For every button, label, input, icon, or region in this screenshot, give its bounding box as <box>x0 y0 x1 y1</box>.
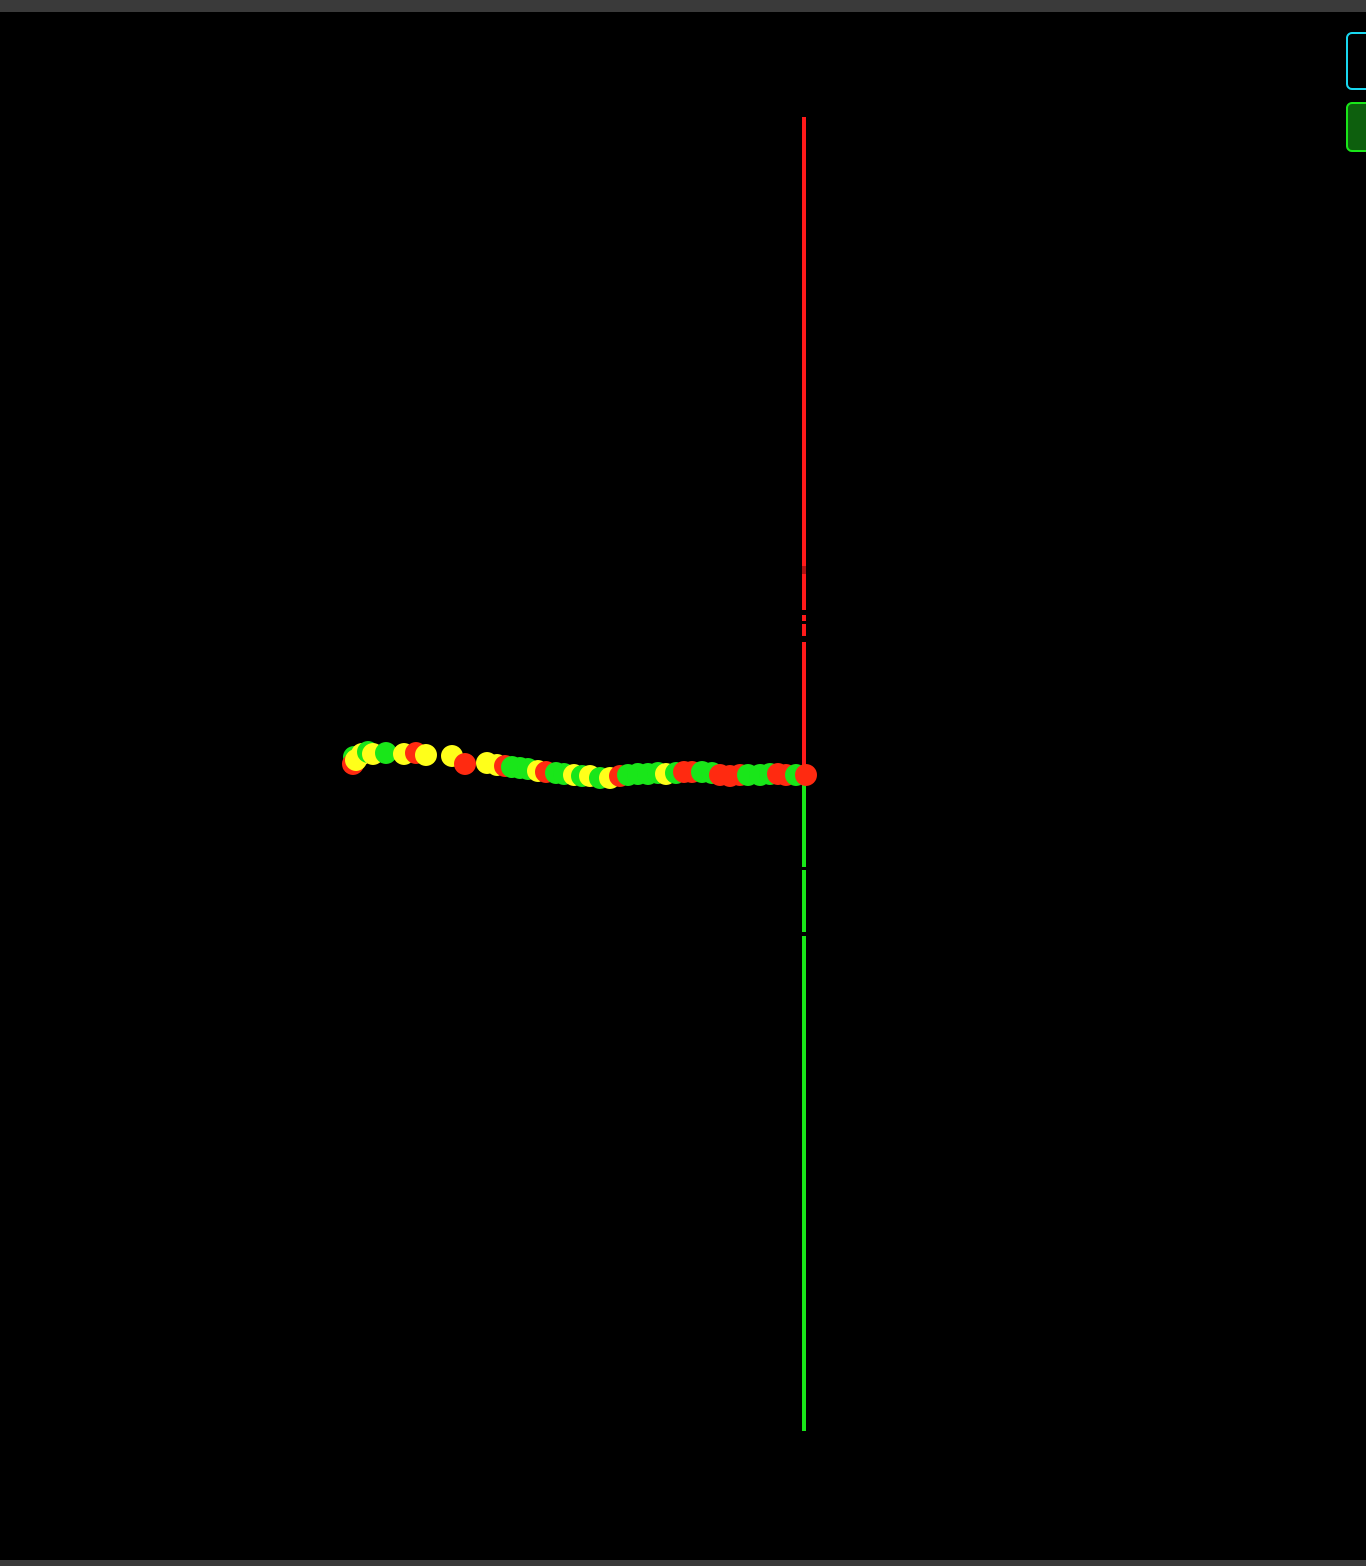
data-points <box>342 741 817 789</box>
bottom-frame-bar <box>0 1560 1366 1566</box>
axis-line-lower-segment <box>802 870 806 932</box>
outline-control-button[interactable] <box>1346 32 1366 90</box>
axis-line-upper-segment <box>802 642 806 772</box>
top-frame-bar <box>0 0 1366 12</box>
visualization-viewport[interactable] <box>0 12 1366 1560</box>
axis-line-upper-segment <box>802 615 806 621</box>
data-point <box>454 753 476 775</box>
data-point <box>375 742 397 764</box>
axis-line-lower-segment <box>802 936 806 1431</box>
scene-canvas[interactable] <box>0 12 1366 1560</box>
solid-control-button[interactable] <box>1346 102 1366 152</box>
axis-line-lower <box>802 782 806 867</box>
axis-line-upper-segment <box>802 566 806 574</box>
data-point <box>795 764 817 786</box>
data-point <box>415 744 437 766</box>
axis-line-upper-segment <box>802 624 806 636</box>
axis-line-upper <box>802 117 806 567</box>
axis-line-upper-segment <box>802 574 806 610</box>
